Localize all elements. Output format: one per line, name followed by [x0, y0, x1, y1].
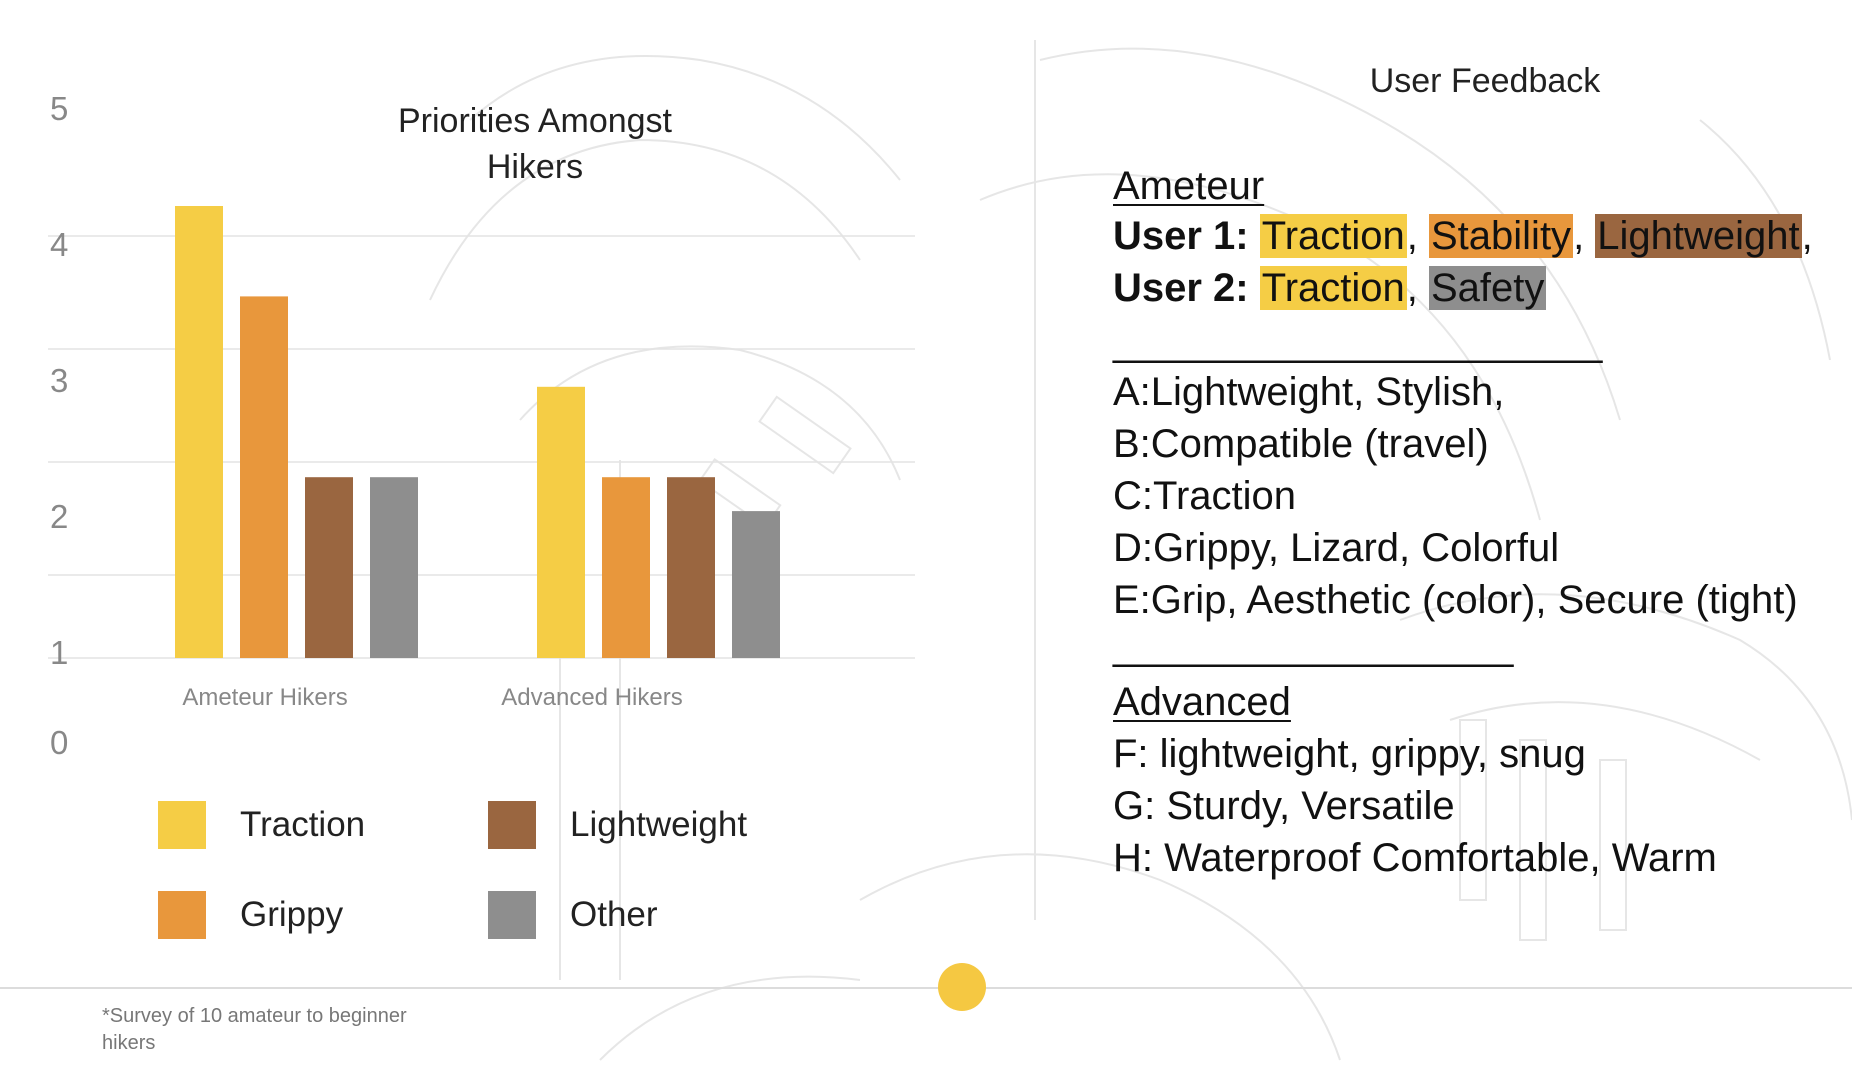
survey-footnote: *Survey of 10 amateur to beginner hikers	[102, 1005, 407, 1054]
feedback-title: User Feedback	[1369, 62, 1601, 100]
user-1-row: User 1: Traction, Stability, Lightweight…	[1113, 214, 1813, 258]
user-2-label: User 2:	[1113, 266, 1249, 310]
user-1-label: User 1:	[1113, 214, 1249, 258]
x-category-label-0: Ameteur Hikers	[182, 684, 347, 711]
user-1-tag-stability: Stability	[1429, 214, 1574, 258]
bar-grippy-ameteur	[240, 296, 288, 658]
user-2-tag-safety: Safety	[1429, 266, 1547, 310]
ameteur-heading: Ameteur	[1113, 164, 1265, 208]
legend-label-other: Other	[570, 895, 658, 934]
feedback-line-h: H: Waterproof Comfortable, Warm	[1113, 836, 1717, 880]
bar-lightweight-advanced	[667, 477, 715, 658]
separator-2: __________________	[1113, 624, 1514, 668]
user-2-tag-traction: Traction	[1259, 266, 1407, 310]
feedback-line-a: A:Lightweight, Stylish,	[1113, 370, 1505, 414]
bar-other-ameteur	[370, 477, 418, 658]
user-1-tag-traction: Traction	[1259, 214, 1407, 258]
x-category-label-1: Advanced Hikers	[501, 684, 682, 711]
y-axis-ticks: 0 1 2 3 4 5	[50, 90, 68, 761]
y-tick-4: 4	[50, 226, 68, 263]
chart-title-line-1: Priorities Amongst	[398, 102, 672, 140]
bar-grippy-advanced	[602, 477, 650, 658]
legend-swatch-lightweight	[488, 801, 536, 849]
feedback-line-c: C:Traction	[1113, 474, 1297, 518]
user-2-row: User 2: Traction, Safety	[1113, 266, 1547, 310]
chart-title: Priorities Amongst Hikers	[330, 98, 740, 190]
user-1-tag-lightweight: Lightweight	[1595, 214, 1802, 258]
advanced-heading: Advanced	[1113, 680, 1291, 724]
feedback-line-e: E:Grip, Aesthetic (color), Secure (tight…	[1113, 578, 1798, 622]
legend-swatch-other	[488, 891, 536, 939]
legend-label-traction: Traction	[240, 805, 366, 844]
y-tick-5: 5	[50, 90, 68, 127]
feedback-line-g: G: Sturdy, Versatile	[1113, 784, 1455, 828]
x-axis-categories: Ameteur Hikers Advanced Hikers	[182, 684, 682, 711]
feedback-line-f: F: lightweight, grippy, snug	[1113, 732, 1586, 776]
bar-other-advanced	[732, 511, 780, 658]
feedback-line-b: B:Compatible (travel)	[1113, 422, 1489, 466]
accent-dot	[938, 963, 986, 1011]
y-tick-2: 2	[50, 498, 68, 535]
feedback-line-d: D:Grippy, Lizard, Colorful	[1113, 526, 1560, 570]
legend-swatch-traction	[158, 801, 206, 849]
bar-lightweight-ameteur	[305, 477, 353, 658]
legend-label-lightweight: Lightweight	[570, 805, 748, 844]
separator-1: ______________________	[1113, 320, 1603, 364]
bar-traction-advanced	[537, 386, 585, 658]
chart-title-line-2: Hikers	[486, 148, 584, 186]
y-tick-1: 1	[50, 634, 68, 671]
bar-traction-ameteur	[175, 206, 223, 658]
y-tick-0: 0	[50, 724, 68, 761]
chart-bars	[175, 206, 780, 658]
y-tick-3: 3	[50, 362, 68, 399]
legend-label-grippy: Grippy	[240, 895, 344, 934]
legend-swatch-grippy	[158, 891, 206, 939]
footer-divider	[0, 987, 1852, 989]
